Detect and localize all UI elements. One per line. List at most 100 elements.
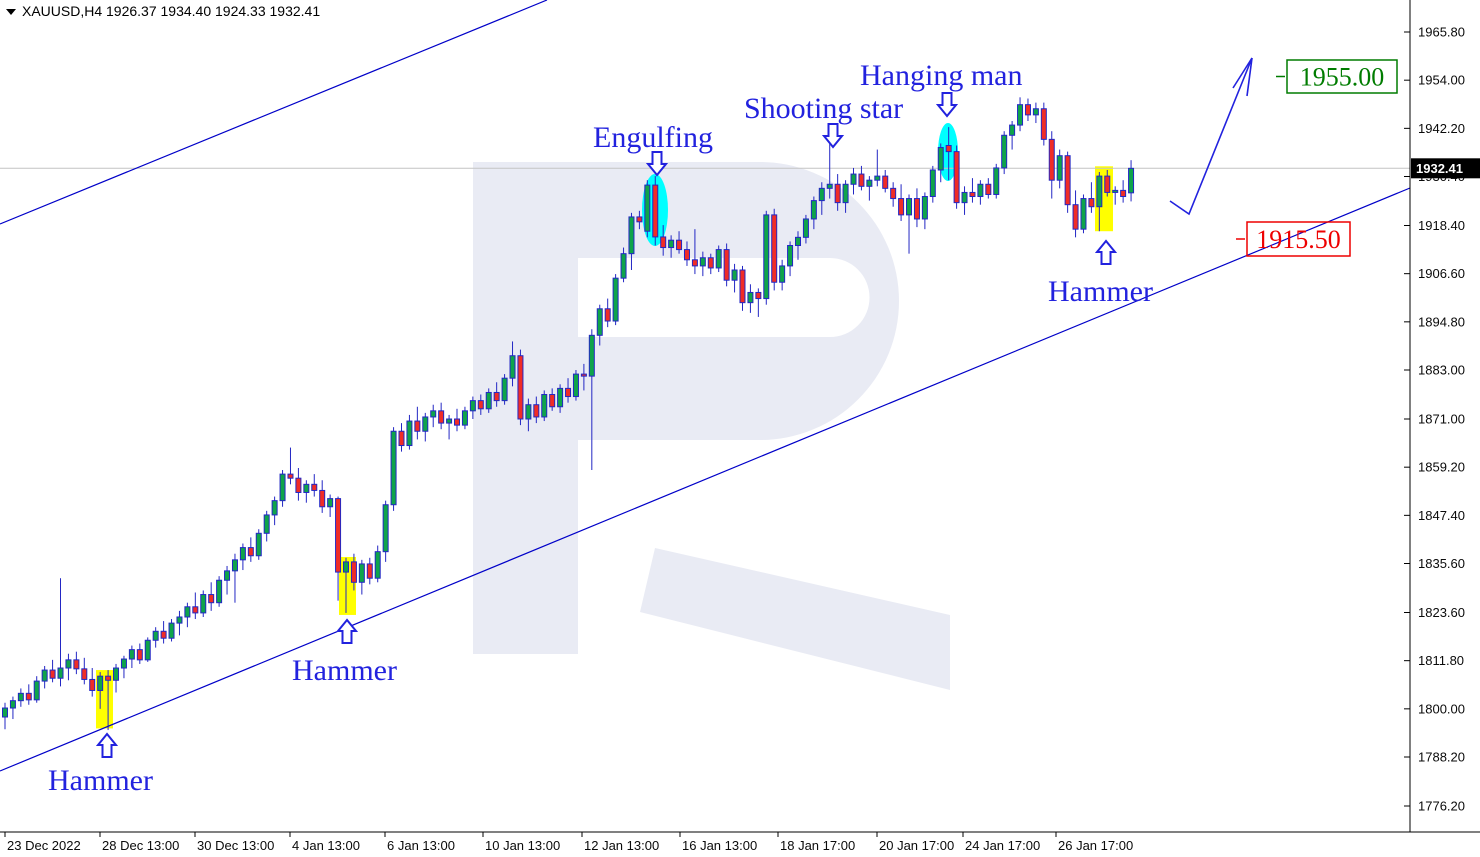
- time-axis-label: 12 Jan 13:00: [584, 838, 659, 853]
- candle: [485, 391, 492, 410]
- price-axis-label: 1776.20: [1418, 799, 1465, 814]
- candle: [1056, 155, 1063, 181]
- pattern-label[interactable]: Hammer: [48, 764, 153, 797]
- pattern-label[interactable]: Hammer: [1048, 275, 1153, 308]
- price-axis-label: 1883.00: [1418, 363, 1465, 378]
- candle: [422, 416, 429, 432]
- pattern-label[interactable]: Engulfing: [593, 121, 713, 154]
- candle: [1120, 189, 1127, 198]
- candle: [17, 692, 24, 702]
- pattern-annotations[interactable]: Hammer Hammer Engulfing Shooting starHangin…: [48, 57, 1253, 797]
- candle: [89, 678, 96, 691]
- candle: [105, 675, 112, 681]
- candle: [969, 191, 976, 198]
- forecast-arrow[interactable]: [1169, 57, 1253, 216]
- candle: [1128, 167, 1135, 194]
- price-axis[interactable]: 1965.801954.001942.201930.401918.401906.…: [1404, 0, 1480, 832]
- support-price-label[interactable]: 1915.50: [1256, 225, 1341, 254]
- candle: [557, 387, 564, 408]
- candle: [676, 239, 683, 251]
- candle: [810, 200, 817, 220]
- candle: [57, 667, 64, 679]
- time-axis-label: 4 Jan 13:00: [292, 838, 360, 853]
- candle: [739, 269, 746, 304]
- candle: [184, 606, 191, 618]
- support-price-box[interactable]: [1246, 221, 1351, 257]
- candle: [168, 622, 175, 639]
- price-axis-label: 1847.40: [1418, 508, 1465, 523]
- candle: [850, 173, 857, 185]
- candle: [2, 707, 8, 718]
- candle: [628, 216, 635, 255]
- candle: [921, 196, 928, 220]
- resistance-price-label[interactable]: 1955.00: [1300, 63, 1385, 92]
- candle: [636, 216, 643, 223]
- current-price-tag-label: 1932.41: [1416, 161, 1463, 176]
- candle: [660, 236, 667, 249]
- trendline[interactable]: [0, 187, 1411, 772]
- candle: [454, 418, 461, 426]
- candle: [842, 183, 849, 204]
- candle: [319, 489, 326, 508]
- time-axis[interactable]: 23 Dec 2022 28 Dec 13:00 30 Dec 13:00 4 Jan…: [0, 831, 1480, 853]
- candle: [1064, 155, 1071, 206]
- candle: [882, 175, 889, 189]
- up-block-arrow-icon[interactable]: [95, 732, 119, 758]
- price-axis-label: 1871.00: [1418, 412, 1465, 427]
- pattern-label[interactable]: Hanging man: [860, 59, 1022, 92]
- down-block-arrow-icon[interactable]: [821, 123, 845, 149]
- price-level-boxes[interactable]: 1955.00 1915.50: [1236, 59, 1398, 257]
- trend-channel-lines[interactable]: [0, 0, 1411, 772]
- up-block-arrow-icon[interactable]: [1094, 239, 1118, 265]
- candle: [1024, 104, 1031, 116]
- candle: [224, 570, 231, 581]
- candle: [271, 500, 278, 516]
- candle: [1032, 108, 1039, 116]
- candle: [1072, 204, 1079, 230]
- candle: [160, 630, 167, 639]
- down-block-arrow-icon[interactable]: [935, 92, 959, 118]
- candle: [25, 692, 32, 701]
- candle: [779, 265, 786, 283]
- price-axis-label: 1965.80: [1418, 25, 1465, 40]
- candle: [192, 606, 199, 614]
- pattern-label[interactable]: Shooting star: [744, 92, 903, 125]
- time-axis-label: 10 Jan 13:00: [485, 838, 560, 853]
- forecast-arrow-barb: [1232, 57, 1253, 89]
- broker-watermark-logo: [473, 162, 950, 690]
- candle: [763, 214, 770, 300]
- candle: [255, 532, 262, 557]
- candle: [390, 430, 397, 506]
- candle: [33, 680, 40, 701]
- price-axis-label: 1894.80: [1418, 314, 1465, 329]
- current-price-tag: [1411, 158, 1480, 179]
- candle: [906, 198, 913, 216]
- pattern-label[interactable]: Hammer: [292, 654, 397, 687]
- candle: [668, 239, 675, 249]
- candle: [342, 561, 349, 573]
- candle: [1009, 124, 1016, 136]
- candle: [771, 214, 778, 283]
- candle: [795, 236, 801, 247]
- trendline[interactable]: [0, 0, 548, 225]
- candle: [572, 373, 579, 398]
- price-axis-label: 1954.00: [1418, 73, 1465, 88]
- candle: [612, 277, 619, 322]
- price-axis-label: 1823.60: [1418, 605, 1465, 620]
- up-block-arrow-icon[interactable]: [335, 618, 359, 644]
- candle: [152, 630, 159, 641]
- candle: [247, 547, 254, 557]
- symbol-dropdown-icon[interactable]: [6, 9, 16, 15]
- down-block-arrow-icon[interactable]: [645, 151, 669, 177]
- candle: [1017, 104, 1024, 126]
- candle: [1001, 134, 1008, 169]
- resistance-price-box[interactable]: [1286, 59, 1398, 94]
- candle: [65, 659, 72, 669]
- candle: [97, 675, 104, 691]
- candle: [755, 291, 762, 300]
- candle: [1104, 175, 1111, 193]
- candle: [699, 257, 706, 267]
- candle: [945, 144, 952, 153]
- price-axis-label: 1906.60: [1418, 266, 1465, 281]
